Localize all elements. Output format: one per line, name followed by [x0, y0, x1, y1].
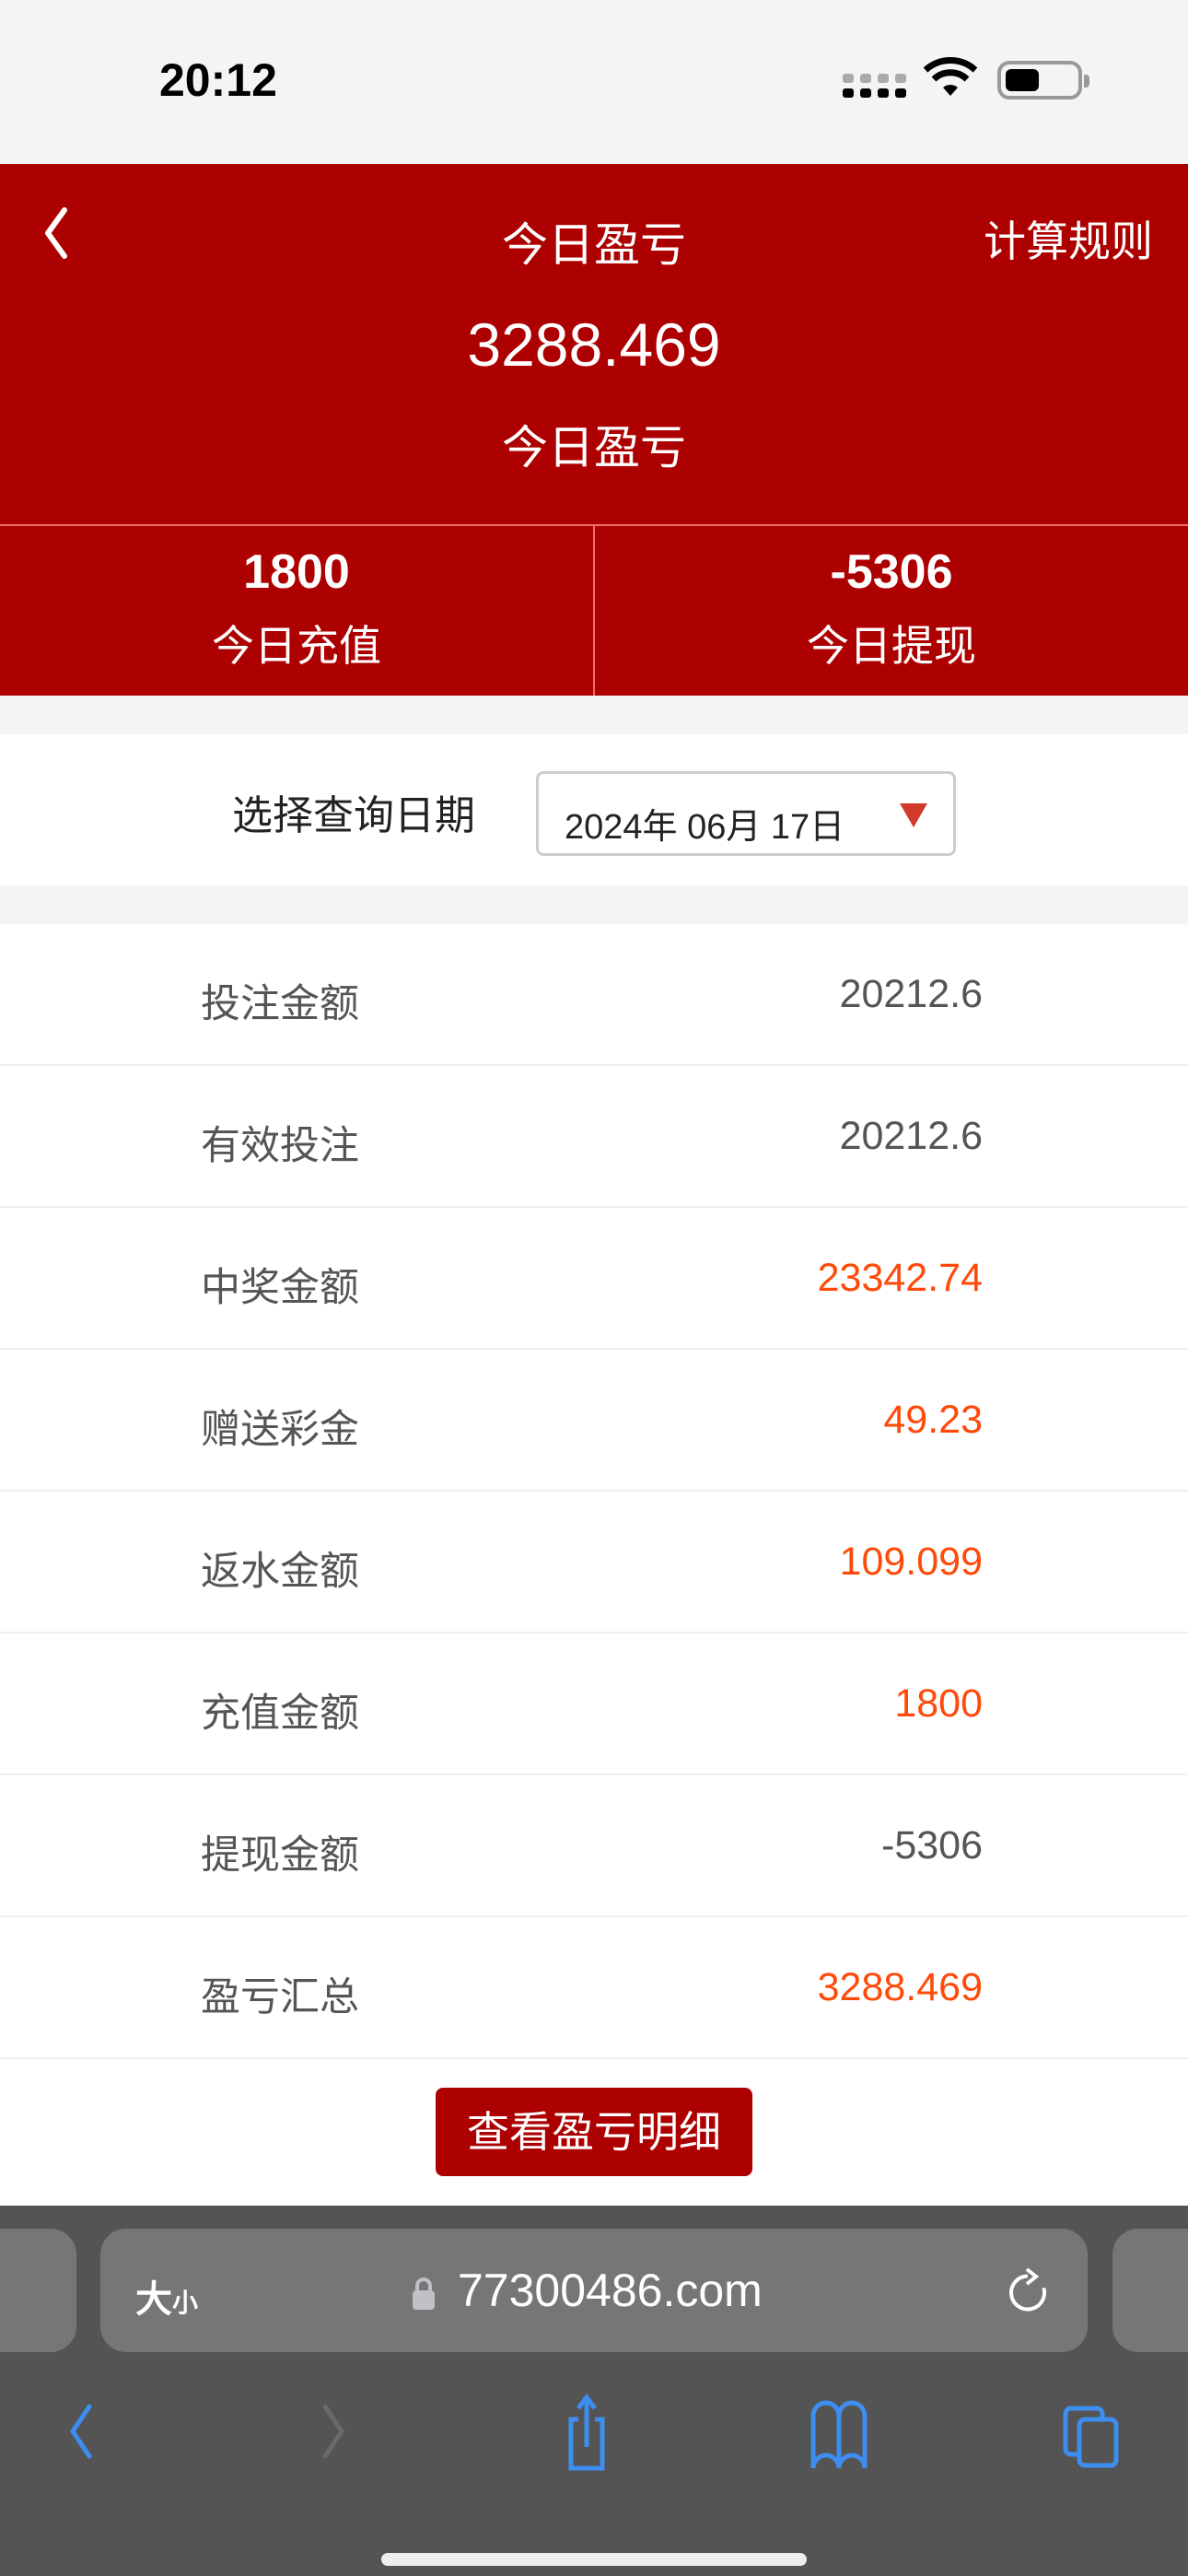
stat-withdraw: -5306 今日提现 — [593, 526, 1188, 696]
item-value: 1800 — [894, 1681, 983, 1726]
list-item: 有效投注 20212.6 — [0, 1066, 1188, 1208]
stat-label: 今日充值 — [212, 622, 381, 670]
status-time: 20:12 — [159, 54, 277, 106]
browser-back-icon[interactable] — [41, 2390, 115, 2473]
stat-deposit: 1800 今日充值 — [0, 526, 593, 696]
item-value: 20212.6 — [839, 1114, 983, 1158]
calculation-rules-link[interactable]: 计算规则 — [984, 217, 1153, 265]
back-button[interactable] — [37, 201, 92, 265]
cellular-signal-icon — [843, 74, 906, 98]
tabs-icon[interactable] — [1054, 2390, 1137, 2473]
item-value: 23342.74 — [817, 1256, 983, 1300]
share-icon[interactable] — [551, 2390, 624, 2473]
home-indicator — [381, 2553, 807, 2566]
text-size-button[interactable]: 大小 — [135, 2269, 198, 2323]
item-label: 提现金额 — [201, 1833, 359, 1878]
item-value: 49.23 — [883, 1398, 983, 1442]
page-title: 今日盈亏 — [502, 219, 686, 271]
view-details-button[interactable]: 查看盈亏明细 — [436, 2088, 752, 2176]
battery-icon — [997, 61, 1089, 100]
profit-label: 今日盈亏 — [502, 422, 686, 474]
summary-stats: 1800 今日充值 -5306 今日提现 — [0, 524, 1188, 696]
list-item: 充值金额 1800 — [0, 1633, 1188, 1775]
item-label: 投注金额 — [201, 982, 359, 1026]
date-filter-label: 选择查询日期 — [232, 793, 475, 838]
lock-icon — [413, 2277, 435, 2310]
reload-icon[interactable] — [1007, 2266, 1053, 2317]
wifi-icon — [923, 57, 978, 96]
date-select[interactable]: 2024年 06月 17日 — [536, 771, 956, 856]
next-tab-preview[interactable] — [1112, 2229, 1188, 2352]
details-list: 投注金额 20212.6 有效投注 20212.6 中奖金额 23342.74 赠送彩金 49… — [0, 924, 1188, 2206]
list-item: 返水金额 109.099 — [0, 1492, 1188, 1633]
date-filter: 选择查询日期 2024年 06月 17日 — [0, 734, 1188, 885]
text-size-small: 小 — [172, 2289, 199, 2317]
stat-value: -5306 — [830, 545, 953, 599]
item-label: 盈亏汇总 — [201, 1975, 359, 2020]
bookmarks-icon[interactable] — [804, 2390, 878, 2473]
list-item: 赠送彩金 49.23 — [0, 1350, 1188, 1492]
profit-value: 3288.469 — [467, 310, 721, 379]
stat-label: 今日提现 — [807, 622, 976, 670]
url-text: 77300486.com — [458, 2265, 763, 2316]
stat-value: 1800 — [243, 545, 350, 599]
item-label: 有效投注 — [201, 1124, 359, 1168]
previous-tab-preview[interactable] — [0, 2229, 76, 2352]
item-label: 返水金额 — [201, 1550, 359, 1594]
browser-toolbar: 大小 77300486.com — [0, 2206, 1188, 2576]
item-value: -5306 — [881, 1823, 983, 1868]
list-item: 中奖金额 23342.74 — [0, 1208, 1188, 1350]
status-bar: 20:12 — [0, 0, 1188, 164]
address-bar[interactable]: 大小 77300486.com — [100, 2229, 1088, 2352]
item-value: 20212.6 — [839, 972, 983, 1016]
item-label: 赠送彩金 — [201, 1408, 359, 1452]
text-size-big: 大 — [135, 2279, 172, 2320]
item-value: 3288.469 — [817, 1965, 983, 2009]
dropdown-triangle-icon — [900, 803, 927, 827]
header: 今日盈亏 计算规则 3288.469 今日盈亏 1800 今日充值 -5306 … — [0, 164, 1188, 696]
browser-forward-icon[interactable] — [299, 2390, 373, 2473]
list-item: 盈亏汇总 3288.469 — [0, 1917, 1188, 2059]
item-label: 中奖金额 — [201, 1266, 359, 1310]
list-item: 投注金额 20212.6 — [0, 924, 1188, 1066]
date-select-value: 2024年 06月 17日 — [565, 808, 845, 847]
list-item: 提现金额 -5306 — [0, 1775, 1188, 1917]
item-value: 109.099 — [839, 1540, 983, 1584]
item-label: 充值金额 — [201, 1692, 359, 1736]
